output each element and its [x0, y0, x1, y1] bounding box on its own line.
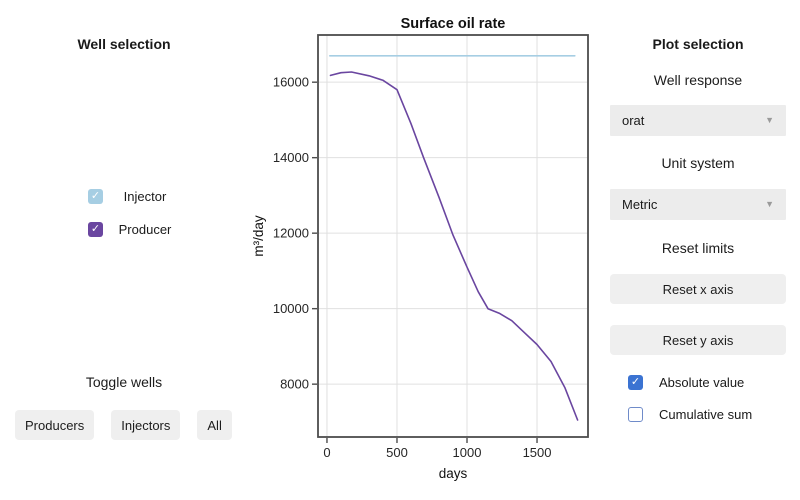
well-row-injector: Injector: [88, 189, 183, 204]
reset-limits-label: Reset limits: [661, 240, 735, 256]
y-axis-label: m³/day: [251, 215, 266, 257]
x-tick-label: 1500: [523, 445, 552, 460]
absolute-value-row: Absolute value: [628, 375, 744, 390]
well-selection-title: Well selection: [77, 36, 171, 52]
x-tick-label: 1000: [453, 445, 482, 460]
plot-selection-title: Plot selection: [652, 36, 744, 52]
x-tick-label: 0: [323, 445, 330, 460]
oil-rate-chart[interactable]: 0 500 1000 1500 8000 10000 12000 14000 16000 Surf…: [250, 0, 600, 500]
unit-system-label: Unit system: [661, 155, 735, 171]
cumulative-sum-checkbox[interactable]: [628, 407, 643, 422]
toggle-producers-button[interactable]: Producers: [15, 410, 95, 440]
well-selection-panel: Well selection Injector Producer Toggle …: [0, 0, 248, 500]
toggle-all-button[interactable]: All: [197, 410, 232, 440]
absolute-value-label: Absolute value: [659, 375, 745, 390]
injector-checkbox[interactable]: [88, 189, 103, 204]
reset-x-axis-button[interactable]: Reset x axis: [610, 274, 786, 304]
cumulative-sum-row: Cumulative sum: [628, 407, 752, 422]
cumulative-sum-label: Cumulative sum: [659, 407, 753, 422]
well-row-producer: Producer: [88, 222, 183, 237]
y-tick-label: 14000: [273, 150, 309, 165]
absolute-value-checkbox[interactable]: [628, 375, 643, 390]
x-axis-label: days: [439, 466, 468, 481]
plot-selection-panel: Plot selection Well response orat ▼ Unit…: [610, 0, 786, 500]
producer-checkbox[interactable]: [88, 222, 103, 237]
toggle-injectors-button[interactable]: Injectors: [111, 410, 181, 440]
y-tick-label: 16000: [273, 75, 309, 90]
reset-y-axis-button[interactable]: Reset y axis: [610, 325, 786, 355]
unit-system-dropdown[interactable]: Metric ▼: [610, 189, 786, 220]
well-response-value: orat: [622, 113, 645, 128]
y-tick-label: 10000: [273, 301, 309, 316]
chevron-down-icon: ▼: [765, 115, 774, 125]
well-response-label: Well response: [653, 72, 743, 88]
x-tick-label: 500: [386, 445, 408, 460]
series-line-producer: [329, 71, 579, 421]
toggle-wells-label: Toggle wells: [85, 374, 163, 390]
injector-label: Injector: [123, 189, 167, 204]
producer-label: Producer: [118, 222, 172, 237]
y-tick-label: 8000: [280, 377, 309, 392]
unit-system-value: Metric: [622, 197, 658, 212]
chevron-down-icon: ▼: [765, 199, 774, 209]
chart-title: Surface oil rate: [401, 16, 506, 32]
y-tick-label: 12000: [273, 226, 309, 241]
well-response-dropdown[interactable]: orat ▼: [610, 105, 786, 136]
axis-frame: [317, 34, 589, 438]
